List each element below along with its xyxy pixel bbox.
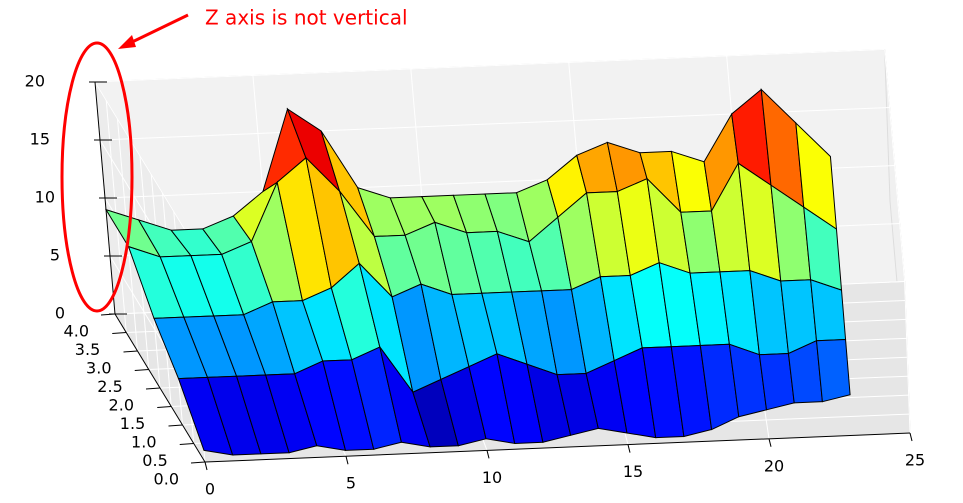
x-tick [627, 444, 631, 453]
x-tick-label: 25 [905, 451, 925, 470]
arrow-head [118, 35, 136, 49]
axes: 0 5 10 15 20 250.00.51.01.52.02.53.03.54.0051… [25, 72, 926, 499]
x-tick-label: 20 [764, 456, 784, 475]
z-tick-label: 5 [50, 246, 60, 265]
y-tick [134, 369, 149, 371]
y-tick-label: 1.5 [120, 414, 145, 433]
y-tick [157, 406, 172, 408]
x-tick-label: 10 [482, 468, 502, 487]
z-tick-label: 15 [30, 130, 50, 149]
y-tick-label: 2.5 [97, 377, 122, 396]
y-tick-label: 2.0 [109, 396, 134, 415]
x-tick-label: 15 [623, 462, 643, 481]
y-tick [179, 443, 194, 445]
y-tick [190, 461, 206, 464]
surface-face [815, 339, 851, 403]
z-tick-label: 20 [25, 72, 45, 91]
y-tick-label: 3.0 [86, 359, 111, 378]
y-axis [114, 313, 206, 463]
y-tick [168, 424, 183, 427]
highlight-ellipse [60, 41, 134, 313]
arrow-line [127, 13, 189, 46]
y-tick [112, 332, 127, 334]
y-tick [123, 350, 138, 353]
y-tick-label: 4.0 [64, 322, 89, 341]
x-axis [204, 432, 911, 463]
x-tick-label: 5 [346, 474, 356, 493]
x-tick [486, 450, 490, 459]
y-tick-label: 3.5 [75, 340, 100, 359]
y-tick-label: 0.5 [142, 451, 167, 470]
grid-line [94, 81, 186, 231]
y-tick-label: 0.0 [154, 470, 179, 489]
x-tick [768, 438, 772, 447]
y-tick [145, 387, 161, 390]
x-tick [345, 456, 349, 465]
annotation: Z axis is not vertical [205, 6, 408, 30]
y-tick-label: 1.0 [131, 433, 156, 452]
z-tick-label: 10 [35, 188, 55, 207]
x-tick [204, 461, 208, 471]
surface [104, 88, 851, 456]
x-tick-label: 0 [205, 480, 215, 499]
z-axis [94, 81, 116, 315]
grid-line [884, 49, 906, 282]
x-tick [909, 432, 913, 442]
grid-line [94, 49, 885, 83]
z-tick-label: 0 [55, 304, 65, 323]
